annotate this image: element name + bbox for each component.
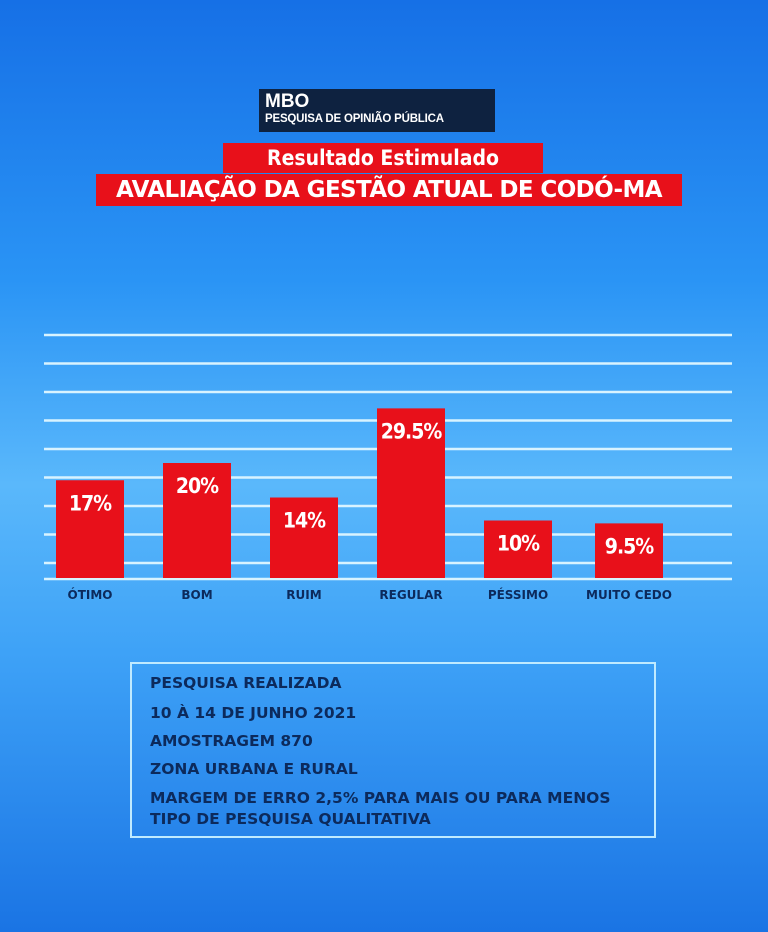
chart-subtitle: Resultado Estimulado	[223, 143, 543, 173]
data-label: 17%	[69, 491, 112, 515]
data-label: 29.5%	[381, 419, 443, 443]
mbo-logo: MBO PESQUISA DE OPINIÃO PÚBLICA	[259, 89, 495, 132]
data-label: 20%	[176, 474, 219, 498]
info-line: AMOSTRAGEM 870	[150, 732, 313, 750]
category-label: RUIM	[286, 588, 321, 602]
category-label: MUITO CEDO	[586, 588, 672, 602]
category-label: REGULAR	[379, 588, 442, 602]
category-label: PÉSSIMO	[488, 587, 548, 602]
info-line: ZONA URBANA E RURAL	[150, 760, 358, 778]
info-line: MARGEM DE ERRO 2,5% PARA MAIS OU PARA ME…	[150, 789, 611, 807]
category-label: ÓTIMO	[68, 587, 113, 602]
brand: MBO	[265, 91, 310, 112]
bar	[56, 480, 124, 578]
data-label: 10%	[497, 532, 540, 556]
info-line: 10 À 14 DE JUNHO 2021	[150, 704, 357, 722]
bar	[377, 408, 445, 578]
data-label: 14%	[283, 509, 326, 533]
bar	[595, 523, 663, 578]
brand-subtitle: PESQUISA DE OPINIÃO PÚBLICA	[265, 113, 444, 125]
category-label: BOM	[181, 588, 212, 602]
bar	[484, 520, 552, 578]
info-line: TIPO DE PESQUISA QUALITATIVA	[150, 810, 431, 828]
bar	[270, 497, 338, 578]
info-box: PESQUISA REALIZADA 10 À 14 DE JUNHO 2021…	[130, 662, 656, 838]
data-label: 9.5%	[605, 534, 654, 558]
info-line: PESQUISA REALIZADA	[150, 674, 342, 692]
bar	[163, 463, 231, 578]
chart-title: AVALIAÇÃO DA GESTÃO ATUAL DE CODÓ-MA	[96, 174, 682, 206]
